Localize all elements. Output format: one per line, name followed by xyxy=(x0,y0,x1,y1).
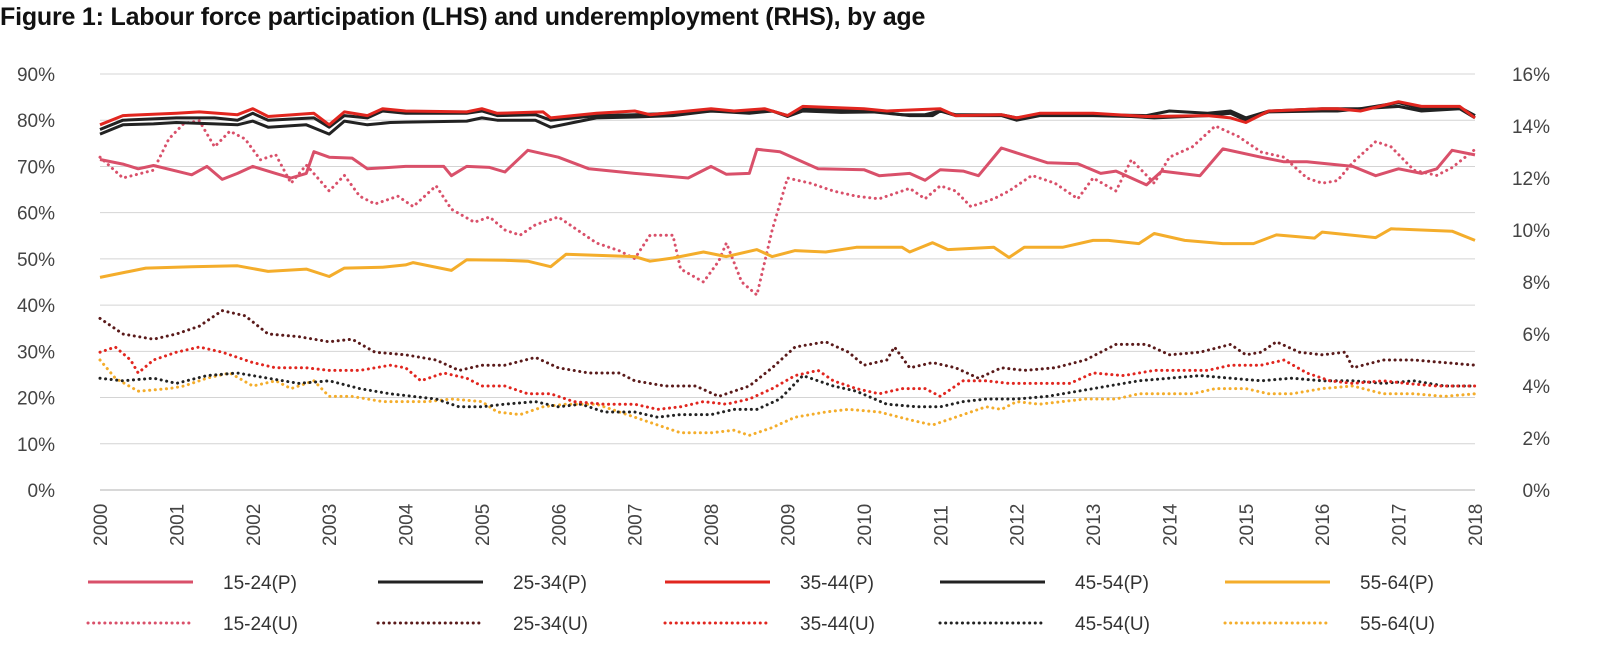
left-tick-label: 90% xyxy=(17,65,55,86)
legend-label: 25-34(P) xyxy=(513,573,587,594)
x-tick-label: 2018 xyxy=(1466,504,1487,546)
x-axis-ticks: 2000 2001 2002 2003 2004 2005 2006 2007 2008 2009… xyxy=(91,503,1487,546)
series-line-15-24u xyxy=(98,119,1477,297)
right-tick-label: 4% xyxy=(1523,377,1551,398)
right-tick-label: 2% xyxy=(1523,429,1551,450)
series-lines xyxy=(98,100,1477,437)
legend-label: 15-24(P) xyxy=(223,573,297,594)
x-tick-label: 2014 xyxy=(1160,503,1181,546)
series-line-45-54u xyxy=(98,371,1477,419)
gridlines xyxy=(100,73,1475,491)
x-tick-label: 2002 xyxy=(244,504,265,546)
x-tick-label: 2012 xyxy=(1008,504,1029,546)
x-tick-label: 2006 xyxy=(549,504,570,546)
left-tick-label: 20% xyxy=(17,389,55,410)
right-axis-ticks: 0% 2% 4% 6% 8% 10% 12% 14% 16% xyxy=(1512,65,1550,502)
left-tick-label: 80% xyxy=(17,111,55,132)
right-tick-label: 8% xyxy=(1523,273,1551,294)
x-tick-label: 2017 xyxy=(1390,504,1411,546)
left-tick-label: 70% xyxy=(17,157,55,178)
x-tick-label: 2007 xyxy=(626,504,647,546)
left-tick-label: 30% xyxy=(17,342,55,363)
legend-label: 45-54(P) xyxy=(1075,573,1149,594)
x-tick-label: 2010 xyxy=(855,504,876,546)
x-tick-label: 2004 xyxy=(397,503,418,546)
left-tick-label: 0% xyxy=(28,481,56,502)
series-line-35-44p xyxy=(99,100,1476,127)
legend-label: 55-64(P) xyxy=(1360,573,1434,594)
series-line-55-64p xyxy=(99,227,1476,279)
right-tick-label: 12% xyxy=(1512,169,1550,190)
legend-label: 35-44(U) xyxy=(800,614,875,635)
right-tick-label: 6% xyxy=(1523,325,1551,346)
x-tick-label: 2003 xyxy=(320,504,341,546)
legend-label: 45-54(U) xyxy=(1075,614,1150,635)
chart-title: Figure 1: Labour force participation (LH… xyxy=(0,3,926,31)
legend-label: 25-34(U) xyxy=(513,614,588,635)
x-tick-label: 2011 xyxy=(931,505,952,546)
right-tick-label: 16% xyxy=(1512,65,1550,86)
left-tick-label: 10% xyxy=(17,435,55,456)
x-tick-label: 2013 xyxy=(1084,504,1105,546)
series-line-55-64u xyxy=(98,358,1477,437)
x-tick-label: 2005 xyxy=(473,504,494,546)
right-tick-label: 0% xyxy=(1523,481,1551,502)
legend-label: 15-24(U) xyxy=(223,614,298,635)
series-line-25-34u xyxy=(98,309,1477,398)
x-tick-label: 2016 xyxy=(1313,504,1334,546)
left-tick-label: 50% xyxy=(17,250,55,271)
series-line-35-44u xyxy=(98,345,1477,411)
right-tick-label: 10% xyxy=(1512,221,1550,242)
left-tick-label: 60% xyxy=(17,204,55,225)
series-line-15-24p xyxy=(99,146,1476,187)
x-tick-label: 2008 xyxy=(702,504,723,546)
legend-label: 55-64(U) xyxy=(1360,614,1435,635)
x-tick-label: 2001 xyxy=(167,504,188,546)
legend: 15-24(P) 25-34(P) 35-44(P) 45-54(P) 55-64(P)… xyxy=(86,573,1435,635)
legend-label: 35-44(P) xyxy=(800,573,874,594)
x-tick-label: 2009 xyxy=(779,504,800,546)
x-tick-label: 2000 xyxy=(91,504,112,546)
left-axis-ticks: 0% 10% 20% 30% 40% 50% 60% 70% 80% 90% xyxy=(17,65,55,502)
left-tick-label: 40% xyxy=(17,296,55,317)
right-tick-label: 14% xyxy=(1512,117,1550,138)
x-tick-label: 2015 xyxy=(1237,504,1258,546)
